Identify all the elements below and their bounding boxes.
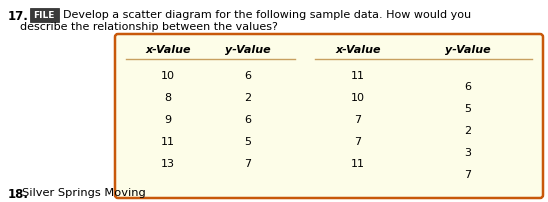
FancyBboxPatch shape xyxy=(30,8,59,22)
Text: Develop a scatter diagram for the following sample data. How would you: Develop a scatter diagram for the follow… xyxy=(63,10,471,20)
Text: 11: 11 xyxy=(351,158,365,168)
Text: x-Value: x-Value xyxy=(145,45,191,55)
Text: 2: 2 xyxy=(465,125,472,135)
Text: 8: 8 xyxy=(164,93,172,102)
Text: 7: 7 xyxy=(355,136,362,146)
Text: 6: 6 xyxy=(244,115,252,124)
Text: 6: 6 xyxy=(465,82,471,92)
Text: FILE: FILE xyxy=(33,11,55,20)
Text: 9: 9 xyxy=(164,115,172,124)
Text: x-Value: x-Value xyxy=(335,45,381,55)
Text: 10: 10 xyxy=(351,93,365,102)
Text: 17.: 17. xyxy=(8,10,29,23)
Text: 13: 13 xyxy=(161,158,175,168)
Text: 11: 11 xyxy=(161,136,175,146)
Text: 7: 7 xyxy=(244,158,252,168)
Text: Silver Springs Moving: Silver Springs Moving xyxy=(22,187,146,197)
Text: 5: 5 xyxy=(244,136,252,146)
Text: 7: 7 xyxy=(355,115,362,124)
FancyBboxPatch shape xyxy=(115,35,543,198)
Text: y-Value: y-Value xyxy=(445,45,491,55)
Text: 7: 7 xyxy=(465,169,472,179)
Text: y-Value: y-Value xyxy=(225,45,271,55)
Text: 5: 5 xyxy=(465,103,471,114)
Text: 18.: 18. xyxy=(8,187,29,200)
Text: 11: 11 xyxy=(351,71,365,81)
Text: 6: 6 xyxy=(244,71,252,81)
Text: 2: 2 xyxy=(244,93,252,102)
Text: 10: 10 xyxy=(161,71,175,81)
Text: 3: 3 xyxy=(465,147,471,157)
Text: describe the relationship between the values?: describe the relationship between the va… xyxy=(20,22,278,32)
